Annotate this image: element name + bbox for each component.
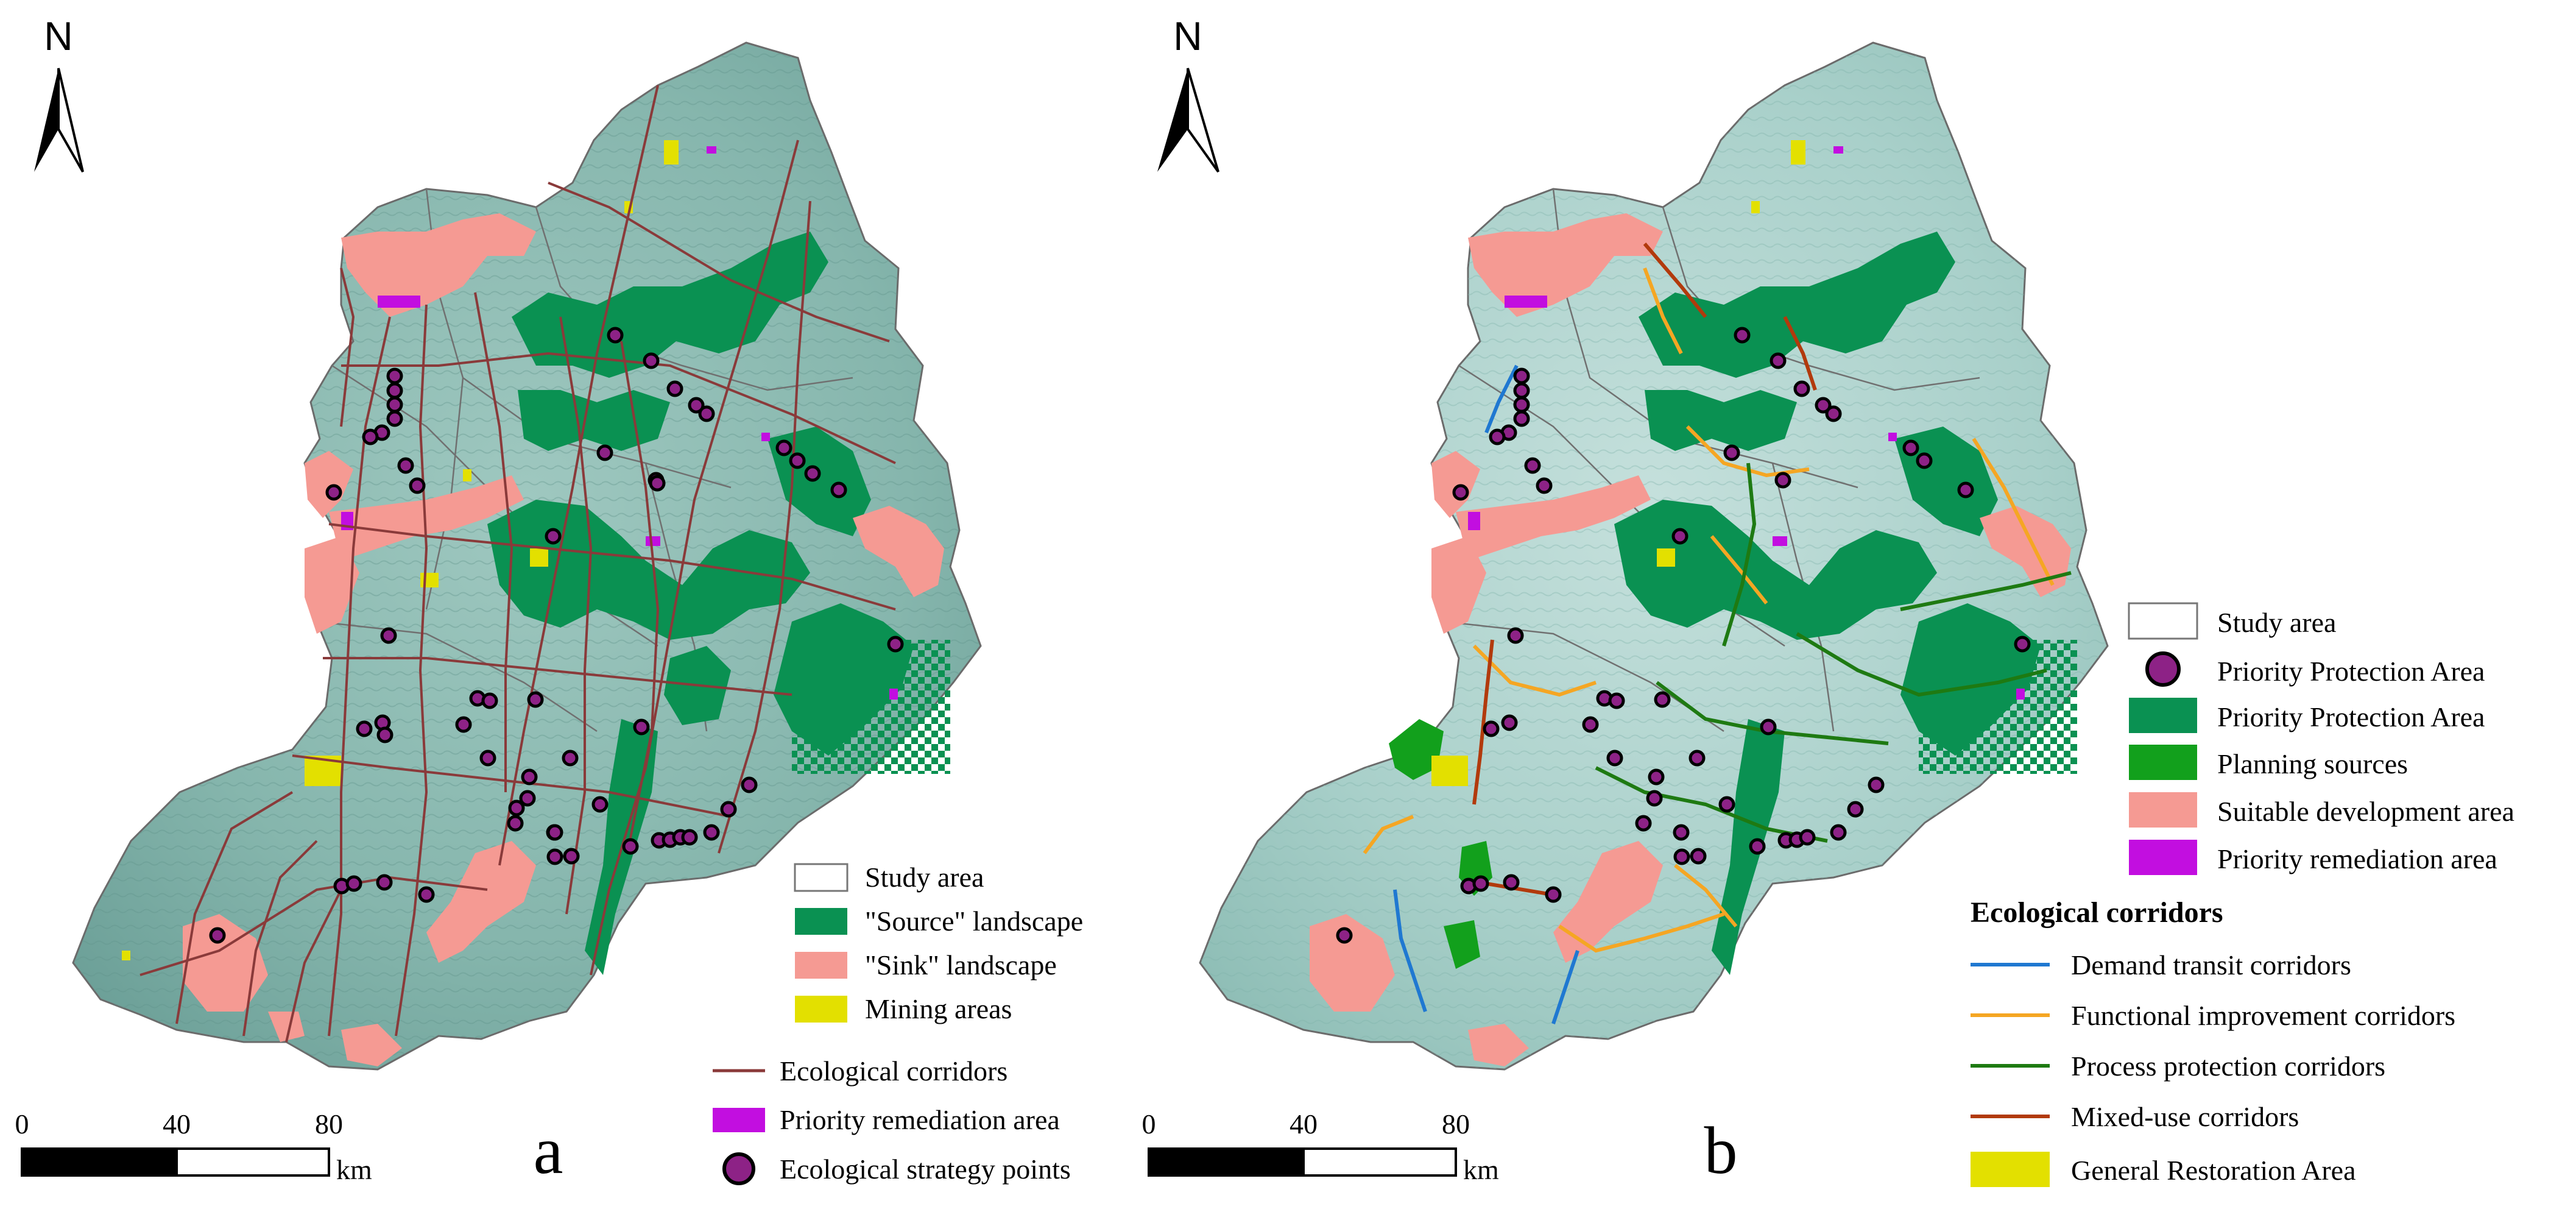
process-protection-corridor [1900,571,2072,611]
svg-text:Functional improvement corrido: Functional improvement corridors [2071,1000,2455,1031]
svg-text:Priority Protection Area: Priority Protection Area [2217,701,2485,732]
svg-text:Ecological strategy points: Ecological strategy points [780,1154,1071,1185]
svg-text:Priority Protection Area: Priority Protection Area [2217,656,2485,687]
legend-b: Study area Priority Protection Area Prio… [1971,602,2514,1187]
legend-b-protection-area: Priority Protection Area [2129,698,2485,733]
legend-b-planning-sources: Planning sources [2129,745,2408,780]
panel-b: N [1142,13,2514,1188]
scale-tick-0-b: 0 [1142,1108,1156,1140]
north-arrow-a: N [34,13,84,172]
functional-improvement-corridor [1363,815,1414,854]
panel-letter-b: b [1704,1113,1738,1188]
process-protection-corridor [1796,632,2047,697]
svg-text:Study area: Study area [865,862,984,893]
scale-tick-40-a: 40 [163,1108,191,1140]
legend-a-sink: "Sink" landscape [795,949,1057,980]
svg-text:Demand transit corridors: Demand transit corridors [2071,949,2351,980]
remediation-areas-b [1468,146,2025,700]
legend-a: Study area "Source" landscape "Sink" lan… [713,862,1083,1185]
svg-text:General Restoration Area: General Restoration Area [2071,1155,2355,1186]
scale-tick-80-b: 80 [1442,1108,1470,1140]
scale-tick-0-a: 0 [15,1108,29,1140]
svg-text:Planning sources: Planning sources [2217,748,2408,779]
scale-unit-a: km [336,1154,372,1185]
legend-b-study-area: Study area [2128,602,2336,640]
legend-a-remediation: Priority remediation area [713,1104,1060,1135]
svg-text:"Source" landscape: "Source" landscape [865,906,1083,937]
functional-improvement-corridor [1972,438,2055,586]
corridors-b [1363,243,2072,1024]
legend-a-source: "Source" landscape [795,906,1083,937]
process-protection-corridor [1722,463,1757,647]
suitable-development-areas-b [1310,213,2071,1066]
north-label-b: N [1173,13,1202,58]
functional-improvement-corridor [1710,535,1768,604]
north-label-a: N [44,13,73,58]
legend-a-strategy-points: Ecological strategy points [722,1152,1071,1185]
legend-b-suitable-development: Suitable development area [2129,792,2514,828]
demand-transit-corridor [1393,889,1427,1012]
scale-bar-a: 0 40 80 km [15,1108,373,1185]
north-arrow-right-half [57,68,84,172]
functional-improvement-corridor [1472,644,1597,697]
legend-b-corridor-title: Ecological corridors [1971,896,2223,929]
svg-text:Ecological corridors: Ecological corridors [780,1055,1007,1087]
demand-transit-corridor [1484,364,1519,434]
legend-b-mixed-use: Mixed-use corridors [1971,1101,2299,1132]
legend-a-corridors: Ecological corridors [713,1055,1007,1087]
restoration-areas-b [1431,140,1805,786]
svg-text:Suitable development area: Suitable development area [2217,796,2514,827]
legend-b-process-protection: Process protection corridors [1971,1051,2385,1082]
functional-improvement-corridor [1674,863,1738,927]
svg-text:Mining areas: Mining areas [865,993,1012,1024]
sink-landscape-a [183,213,944,1066]
north-arrow-b: N [1157,13,1219,173]
svg-text:Mixed-use corridors: Mixed-use corridors [2071,1101,2299,1132]
mixed-use-corridor [1472,639,1494,805]
legend-b-demand-transit: Demand transit corridors [1971,949,2351,980]
mixed-use-corridor [1643,243,1707,318]
legend-b-general-restoration: General Restoration Area [1971,1152,2355,1187]
svg-text:Priority remediation area: Priority remediation area [780,1104,1060,1135]
svg-text:"Sink" landscape: "Sink" landscape [865,949,1057,980]
svg-text:Study area: Study area [2217,607,2336,638]
demand-transit-corridor [1551,950,1579,1024]
svg-text:Priority remediation area: Priority remediation area [2217,843,2497,874]
functional-improvement-corridor [1643,267,1683,355]
legend-a-study-area: Study area [794,862,984,893]
scale-unit-b: km [1463,1154,1499,1185]
mixed-use-corridor [1783,316,1817,391]
panel-a: N [15,13,1084,1188]
scale-tick-40-b: 40 [1290,1108,1318,1140]
source-pixels-a [792,640,950,774]
scale-bar-b: 0 40 80 km [1142,1108,1500,1185]
panel-letter-a: a [534,1113,563,1188]
north-arrow-left-half [34,68,58,172]
ecological-corridors-a [139,85,896,1043]
protection-pixels-b [1919,640,2077,774]
legend-a-mining: Mining areas [795,993,1012,1024]
svg-text:Process protection corridors: Process protection corridors [2071,1051,2385,1082]
scale-tick-80-a: 80 [315,1108,343,1140]
functional-improvement-corridor [1558,912,1724,953]
strategy-points-a [209,327,904,944]
functional-improvement-corridor [1685,425,1810,478]
legend-b-remediation: Priority remediation area [2129,840,2497,875]
legend-b-functional-improvement: Functional improvement corridors [1971,1000,2455,1031]
priority-protection-points-b [1336,327,2031,944]
legend-b-protection-points: Priority Protection Area [2145,651,2485,687]
